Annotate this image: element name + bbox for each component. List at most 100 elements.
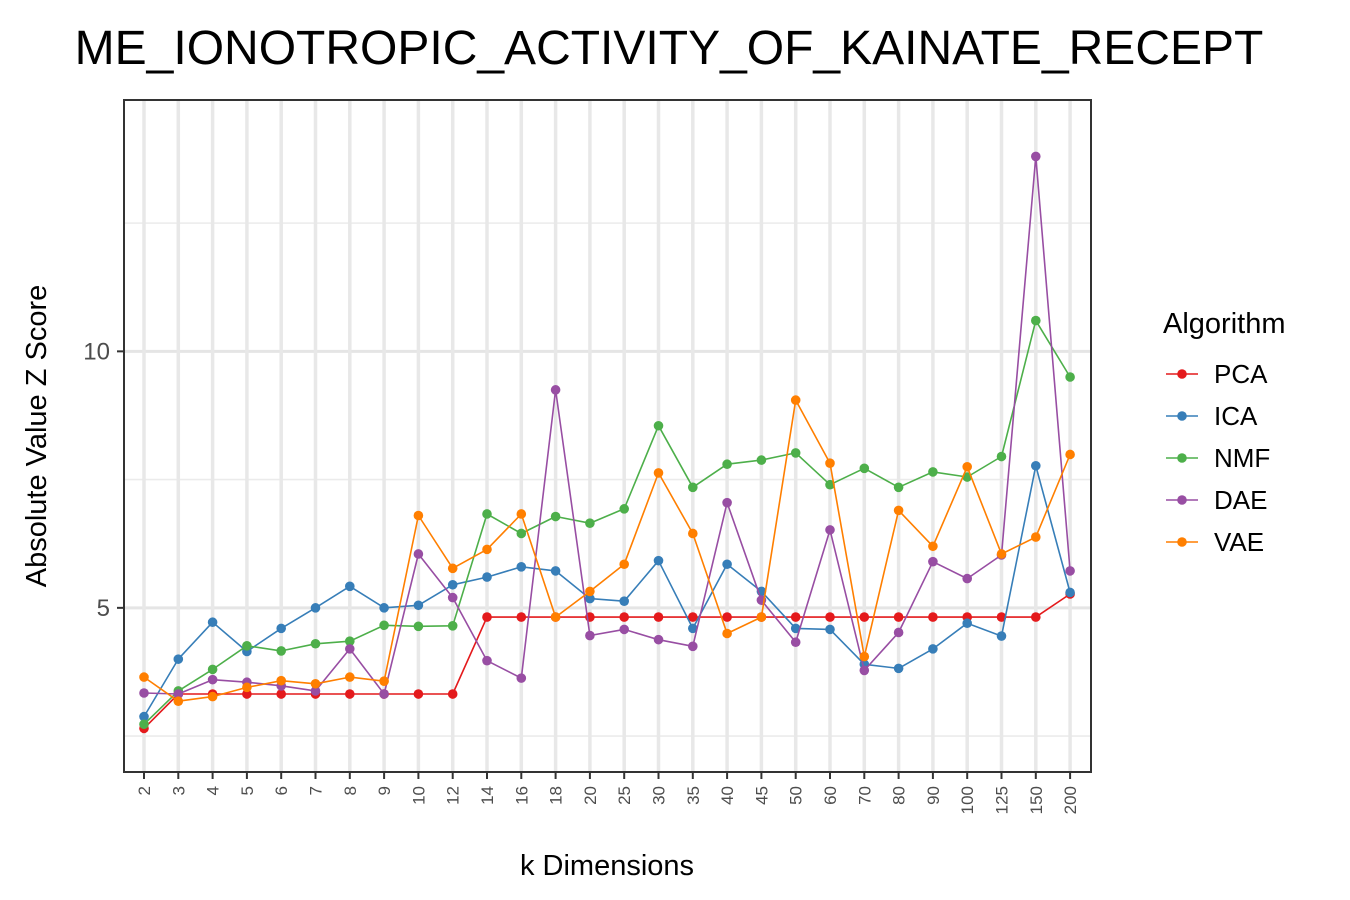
data-point-vae: [996, 549, 1007, 559]
data-point-vae: [756, 612, 767, 622]
data-point-pca: [619, 612, 629, 622]
data-point-dae: [413, 549, 424, 559]
data-point-dae: [585, 630, 595, 641]
data-point-nmf: [276, 646, 287, 656]
x-tick-label: 9: [375, 786, 394, 795]
plot-panel: [123, 99, 1092, 773]
data-point-pca: [722, 612, 732, 622]
legend-item-vae: VAE: [1166, 527, 1264, 557]
x-tick-label: 30: [650, 786, 669, 805]
data-point-ica: [825, 624, 835, 635]
x-tick-label: 5: [238, 786, 257, 795]
data-point-nmf: [447, 621, 458, 631]
legend-item-ica: ICA: [1166, 401, 1258, 431]
data-point-dae: [790, 637, 801, 648]
data-point-nmf: [825, 479, 835, 490]
legend-label: NMF: [1214, 443, 1270, 473]
data-point-dae: [962, 573, 972, 584]
x-tick-label: 7: [307, 786, 326, 795]
legend-label: DAE: [1214, 485, 1267, 515]
data-point-nmf: [310, 638, 321, 649]
data-point-pca: [825, 612, 835, 622]
series-ica: [139, 460, 1075, 722]
data-point-ica: [482, 572, 492, 582]
data-point-dae: [893, 627, 904, 638]
legend-key-point: [1177, 411, 1187, 421]
legend-key-point: [1177, 453, 1187, 463]
data-point-dae: [550, 385, 561, 395]
series-line-pca: [143, 593, 1071, 729]
data-point-ica: [139, 711, 149, 722]
data-point-nmf: [688, 482, 698, 493]
data-point-vae: [585, 586, 595, 597]
data-point-ica: [345, 581, 355, 592]
data-point-nmf: [893, 482, 904, 493]
data-point-pca: [516, 612, 527, 622]
x-tick-label: 125: [993, 786, 1012, 814]
x-tick-label: 25: [615, 786, 634, 805]
data-point-pca: [447, 689, 458, 699]
x-tick-label: 8: [341, 786, 360, 795]
data-point-pca: [345, 689, 355, 699]
y-tick-label: 5: [97, 595, 110, 622]
panel-border: [123, 99, 1092, 773]
data-point-nmf: [1031, 315, 1041, 326]
y-axis-title: Absolute Value Z Score: [21, 285, 53, 588]
data-point-vae: [688, 528, 698, 539]
data-point-nmf: [653, 420, 664, 431]
y-axis: 5 10: [83, 338, 124, 622]
series-line-nmf: [143, 319, 1071, 725]
x-tick-label: 80: [890, 786, 909, 805]
data-point-pca: [928, 612, 938, 622]
data-point-nmf: [996, 451, 1007, 462]
data-point-dae: [345, 644, 355, 654]
data-point-ica: [516, 562, 527, 572]
data-point-dae: [722, 497, 732, 508]
legend-label: ICA: [1214, 401, 1258, 431]
data-point-nmf: [139, 719, 149, 730]
series-line-vae: [143, 399, 1071, 703]
data-point-nmf: [242, 641, 252, 651]
data-point-vae: [790, 395, 801, 405]
x-tick-label: 45: [752, 786, 771, 805]
x-tick-label: 40: [718, 786, 737, 805]
data-point-vae: [173, 696, 184, 707]
y-tick-label: 10: [83, 338, 110, 365]
data-point-nmf: [413, 621, 424, 632]
data-point-nmf: [859, 463, 870, 474]
data-point-dae: [859, 665, 870, 676]
data-point-nmf: [756, 455, 767, 465]
data-point-nmf: [585, 518, 595, 529]
data-point-vae: [653, 468, 664, 478]
data-point-pca: [242, 689, 252, 699]
data-point-ica: [996, 631, 1007, 641]
data-point-vae: [619, 559, 629, 570]
x-tick-label: 6: [272, 786, 291, 795]
data-point-pca: [653, 612, 664, 622]
data-point-dae: [310, 686, 321, 696]
x-tick-label: 90: [924, 786, 943, 805]
data-point-vae: [1065, 449, 1075, 460]
legend-label: VAE: [1214, 527, 1264, 557]
x-tick-label: 4: [204, 786, 223, 795]
data-point-ica: [207, 617, 218, 628]
legend-key-point: [1177, 369, 1187, 379]
data-point-ica: [550, 566, 561, 576]
data-point-vae: [928, 541, 938, 552]
data-point-dae: [482, 655, 492, 666]
data-point-vae: [379, 676, 389, 687]
data-point-vae: [962, 461, 972, 472]
data-point-pca: [893, 612, 904, 622]
series-dae: [139, 151, 1075, 699]
data-point-pca: [996, 612, 1007, 622]
data-point-vae: [413, 510, 424, 521]
data-point-ica: [928, 644, 938, 654]
data-point-nmf: [207, 664, 218, 675]
data-point-dae: [688, 641, 698, 652]
x-tick-label: 10: [409, 786, 428, 805]
chart-title: ME_IONOTROPIC_ACTIVITY_OF_KAINATE_RECEPT: [75, 22, 1264, 75]
data-point-ica: [962, 618, 972, 629]
series-line-ica: [143, 464, 1071, 718]
x-tick-label: 70: [855, 786, 874, 805]
data-point-ica: [413, 600, 424, 611]
